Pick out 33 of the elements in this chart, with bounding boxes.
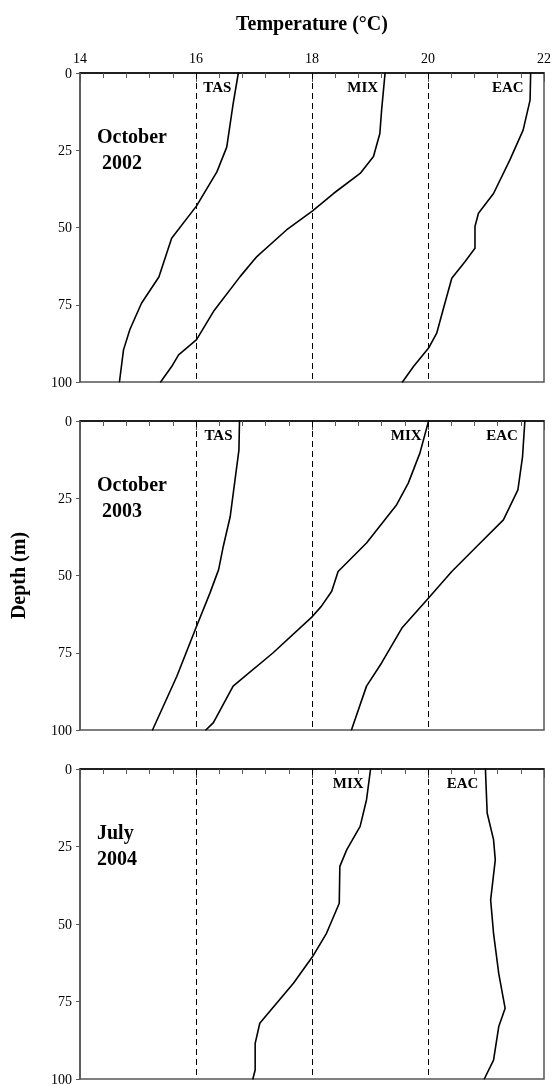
y-tick-label: 25	[58, 142, 72, 158]
y-tick-label: 75	[58, 297, 72, 313]
x-tick-label: 16	[189, 50, 203, 66]
text: October 2003	[97, 473, 168, 521]
series-label: EAC	[486, 427, 518, 443]
y-tick-label: 25	[58, 490, 72, 506]
series-label: TAS	[203, 79, 232, 95]
y-tick-label: 0	[65, 761, 72, 777]
y-tick-label: 0	[65, 413, 72, 429]
x-tick-label: 18	[305, 50, 319, 66]
y-tick-label: 75	[58, 994, 72, 1009]
y-tick-label: 50	[58, 220, 72, 235]
series-label: EAC	[446, 775, 479, 791]
x-tick-label: 14	[73, 50, 87, 66]
y-tick-label: 0	[65, 65, 72, 81]
series-label: MIX	[390, 427, 422, 443]
text: October 2002	[97, 125, 168, 173]
y-tick-label: 100	[51, 374, 72, 390]
series-label: TAS	[204, 427, 233, 443]
y-tick-label: 25	[58, 839, 72, 854]
y-tick-label: 50	[58, 568, 72, 583]
y-tick-label: 75	[58, 645, 72, 661]
x-tick-label: 22	[537, 50, 551, 66]
y-tick-label: 100	[51, 722, 72, 738]
x-tick-label: 20	[421, 50, 435, 66]
series-label: MIX	[347, 79, 379, 95]
y-tick-label: 50	[58, 916, 72, 932]
x-axis-title: Temperature (°C)	[236, 12, 388, 35]
y-tick-label: 100	[51, 1071, 72, 1086]
y-axis-title: Depth (m)	[7, 531, 30, 620]
text: July 2004	[97, 821, 139, 869]
series-label: MIX	[332, 775, 364, 791]
series-label: EAC	[491, 79, 524, 95]
